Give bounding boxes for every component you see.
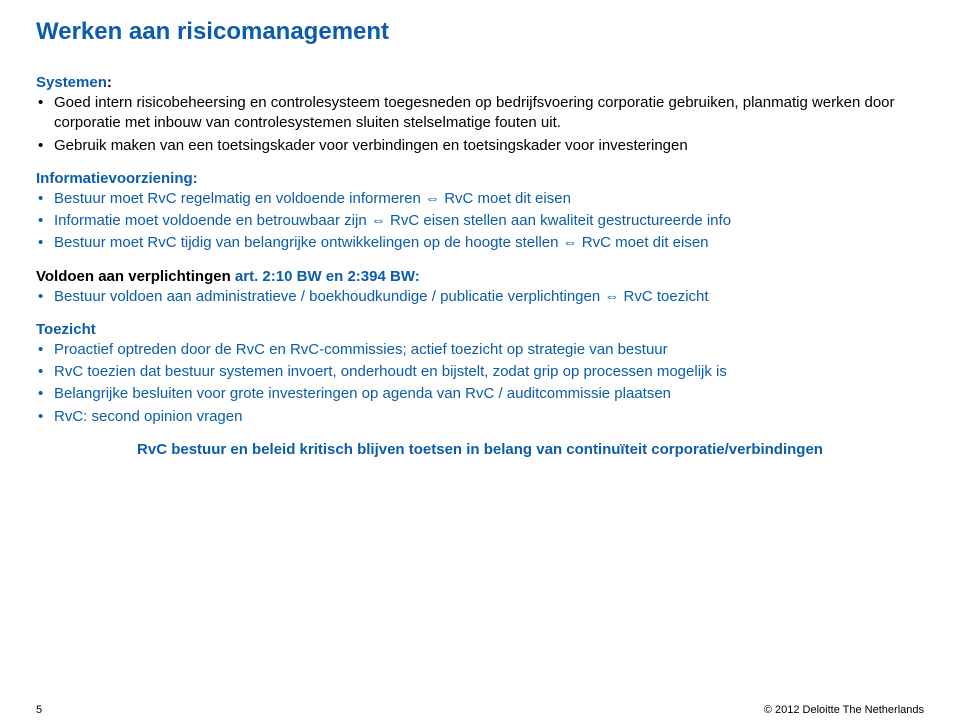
closing-statement: RvC bestuur en beleid kritisch blijven t… (36, 441, 924, 458)
page-title: Werken aan risicomanagement (36, 18, 924, 46)
item-post: RvC toezicht (619, 288, 708, 305)
list-item: Bestuur moet RvC tijdig van belangrijke … (36, 233, 924, 253)
systemen-heading: Systemen (36, 74, 107, 91)
informatie-heading: Informatievoorziening: (36, 170, 924, 187)
list-item: Gebruik maken van een toetsingskader voo… (36, 136, 924, 156)
toezicht-list: Proactief optreden door de RvC en RvC-co… (36, 340, 924, 427)
list-item: Belangrijke besluiten voor grote investe… (36, 384, 924, 404)
footer: 5 © 2012 Deloitte The Netherlands (36, 704, 924, 716)
list-item: Proactief optreden door de RvC en RvC-co… (36, 340, 924, 360)
double-arrow-icon: ⇔ (371, 212, 386, 229)
voldoen-list: Bestuur voldoen aan administratieve / bo… (36, 287, 924, 307)
systemen-heading-line: Systemen: (36, 74, 924, 91)
list-item: RvC toezien dat bestuur systemen invoert… (36, 362, 924, 382)
section-voldoen: Voldoen aan verplichtingen art. 2:10 BW … (36, 268, 924, 307)
item-pre: Bestuur moet RvC tijdig van belangrijke … (54, 234, 563, 251)
section-systemen: Systemen: Goed intern risicobeheersing e… (36, 74, 924, 156)
toezicht-heading: Toezicht (36, 321, 924, 338)
item-pre: Bestuur moet RvC regelmatig en voldoende… (54, 190, 425, 207)
list-item: Informatie moet voldoende en betrouwbaar… (36, 211, 924, 231)
list-item: Bestuur moet RvC regelmatig en voldoende… (36, 189, 924, 209)
section-informatie: Informatievoorziening: Bestuur moet RvC … (36, 170, 924, 254)
double-arrow-icon: ⇔ (563, 234, 578, 251)
item-pre: Informatie moet voldoende en betrouwbaar… (54, 212, 371, 229)
item-post: RvC moet dit eisen (578, 234, 709, 251)
voldoen-heading-black: Voldoen aan verplichtingen (36, 268, 235, 285)
section-toezicht: Toezicht Proactief optreden door de RvC … (36, 321, 924, 427)
page-number: 5 (36, 704, 42, 716)
systemen-list: Goed intern risicobeheersing en controle… (36, 93, 924, 156)
list-item: Bestuur voldoen aan administratieve / bo… (36, 287, 924, 307)
double-arrow-icon: ⇔ (425, 190, 440, 207)
item-post: RvC eisen stellen aan kwaliteit gestruct… (386, 212, 731, 229)
informatie-list: Bestuur moet RvC regelmatig en voldoende… (36, 189, 924, 254)
list-item: RvC: second opinion vragen (36, 407, 924, 427)
item-post: RvC moet dit eisen (440, 190, 571, 207)
copyright: © 2012 Deloitte The Netherlands (764, 704, 924, 716)
item-pre: Bestuur voldoen aan administratieve / bo… (54, 288, 604, 305)
list-item: Goed intern risicobeheersing en controle… (36, 93, 924, 134)
systemen-colon: : (107, 74, 112, 91)
voldoen-heading: Voldoen aan verplichtingen art. 2:10 BW … (36, 268, 924, 285)
voldoen-heading-blue: art. 2:10 BW en 2:394 BW: (235, 268, 420, 285)
double-arrow-icon: ⇔ (604, 288, 619, 305)
